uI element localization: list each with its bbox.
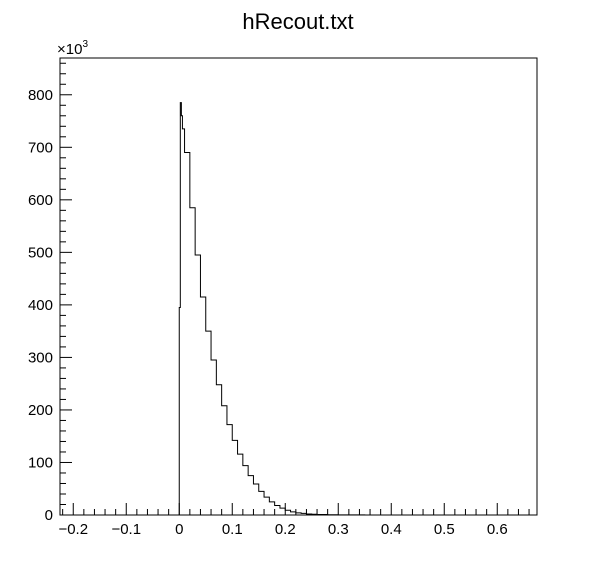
chart-title: hRecout.txt — [242, 9, 353, 34]
y-tick-label: 700 — [28, 139, 53, 156]
x-tick-label: 0.5 — [434, 521, 455, 538]
histogram-series-line — [178, 102, 535, 516]
y-axis-multiplier-base: ×10 — [57, 41, 82, 58]
x-axis-ticks — [62, 503, 530, 515]
y-tick-label: 800 — [28, 87, 53, 104]
y-tick-label: 500 — [28, 244, 53, 261]
x-tick-label: 0.4 — [381, 521, 402, 538]
y-tick-label: 100 — [28, 454, 53, 471]
x-tick-label: 0.6 — [487, 521, 508, 538]
x-tick-label: 0.2 — [275, 521, 296, 538]
x-tick-label: −0.1 — [111, 521, 141, 538]
y-tick-label: 300 — [28, 349, 53, 366]
y-tick-label: 400 — [28, 297, 53, 314]
y-axis-multiplier: ×103 — [57, 39, 88, 58]
x-tick-label: −0.2 — [58, 521, 88, 538]
x-tick-label: 0 — [175, 521, 183, 538]
y-tick-label: 0 — [45, 507, 53, 524]
y-axis-multiplier-exponent: 3 — [82, 39, 88, 50]
y-axis-ticks — [60, 62, 72, 516]
plot-frame — [59, 57, 538, 516]
y-tick-label: 600 — [28, 192, 53, 209]
x-tick-label: 0.1 — [222, 521, 243, 538]
y-tick-label: 200 — [28, 402, 53, 419]
x-axis-tick-labels: −0.2 −0.1 0 0.1 0.2 0.3 0.4 0.5 0.6 — [58, 521, 507, 538]
y-axis-tick-labels: 0 100 200 300 400 500 600 700 800 — [28, 87, 53, 524]
x-tick-label: 0.3 — [328, 521, 349, 538]
